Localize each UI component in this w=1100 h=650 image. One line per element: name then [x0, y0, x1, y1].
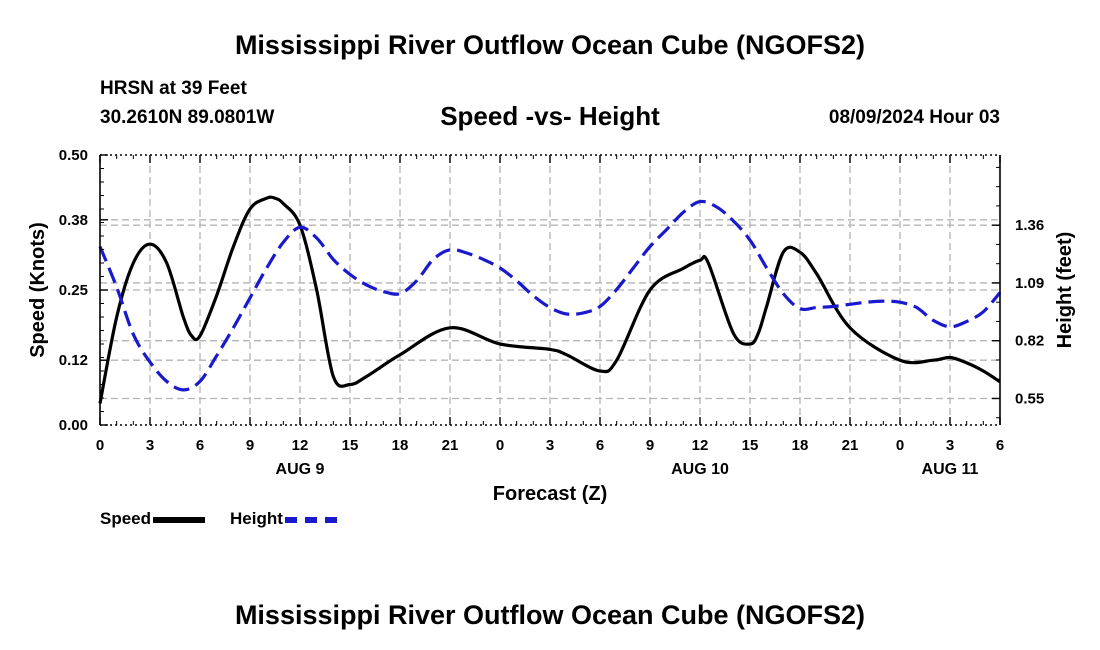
y-right-tick-label: 1.36	[1015, 217, 1044, 234]
labels-layer: 0 3 6 9 12 15 18 21 0 3 6 9 12 15 18 21 0 3 6 AUG 9 AUG 10 AU…	[27, 147, 1076, 505]
chart-main-title: Mississippi River Outflow Ocean Cube (NG…	[234, 30, 866, 60]
x-axis-title: Forecast (Z)	[493, 483, 607, 505]
x-tick-label: 3	[546, 437, 554, 454]
legend-height-swatch	[284, 516, 337, 523]
x-tick-label: 3	[146, 437, 154, 454]
series-layer	[98, 195, 1002, 404]
x-tick-label: 15	[742, 437, 759, 454]
coordinates-label: 30.2610N 89.0801W	[100, 107, 275, 128]
day-label: AUG 10	[671, 461, 729, 478]
y-tick-label: 0.00	[59, 417, 88, 434]
axes-layer	[99, 154, 1001, 426]
x-tick-label: 0	[96, 437, 104, 454]
y-tick-label: 0.50	[59, 147, 88, 164]
y-tick-label: 0.38	[59, 212, 88, 229]
y-tick-label: 0.25	[59, 282, 88, 299]
legend-item-height: Height	[230, 509, 337, 529]
legend-height-label: Height	[230, 509, 283, 528]
x-tick-label: 12	[692, 437, 709, 454]
chart-subtitle: Speed -vs- Height	[440, 101, 660, 131]
x-tick-label: 6	[596, 437, 604, 454]
series-line-height	[98, 199, 1002, 392]
x-tick-label: 12	[292, 437, 309, 454]
x-tick-label: 18	[392, 437, 409, 454]
x-tick-label: 9	[646, 437, 654, 454]
grid-layer	[100, 155, 1000, 425]
legend-speed-label: Speed	[100, 509, 152, 528]
x-tick-label: 6	[196, 437, 204, 454]
legend-speed-swatch	[153, 516, 206, 523]
x-tick-label: 21	[442, 437, 459, 454]
y-right-tick-label: 0.55	[1015, 390, 1044, 407]
x-tick-label: 9	[246, 437, 254, 454]
y-right-tick-label: 0.82	[1015, 333, 1044, 350]
x-tick-label: 0	[496, 437, 504, 454]
day-label: AUG 11	[922, 461, 979, 478]
y-axis-title: Speed (Knots)	[27, 222, 49, 358]
x-tick-label: 3	[946, 437, 954, 454]
station-label: HRSN at 39 Feet	[100, 78, 247, 99]
y-right-axis-title: Height (feet)	[1054, 232, 1076, 349]
y-tick-label: 0.12	[59, 352, 88, 369]
x-tick-label: 21	[842, 437, 859, 454]
y-right-tick-label: 1.09	[1015, 275, 1044, 292]
series-line-speed	[98, 195, 1001, 404]
day-label: AUG 9	[276, 461, 325, 478]
x-tick-label: 18	[792, 437, 809, 454]
x-tick-label: 6	[996, 437, 1004, 454]
x-tick-label: 0	[896, 437, 904, 454]
legend-item-speed: Speed	[100, 509, 206, 529]
x-tick-label: 15	[342, 437, 359, 454]
footer-title: Mississippi River Outflow Ocean Cube (NG…	[234, 600, 866, 630]
forecast-datetime: 08/09/2024 Hour 03	[828, 107, 1000, 128]
